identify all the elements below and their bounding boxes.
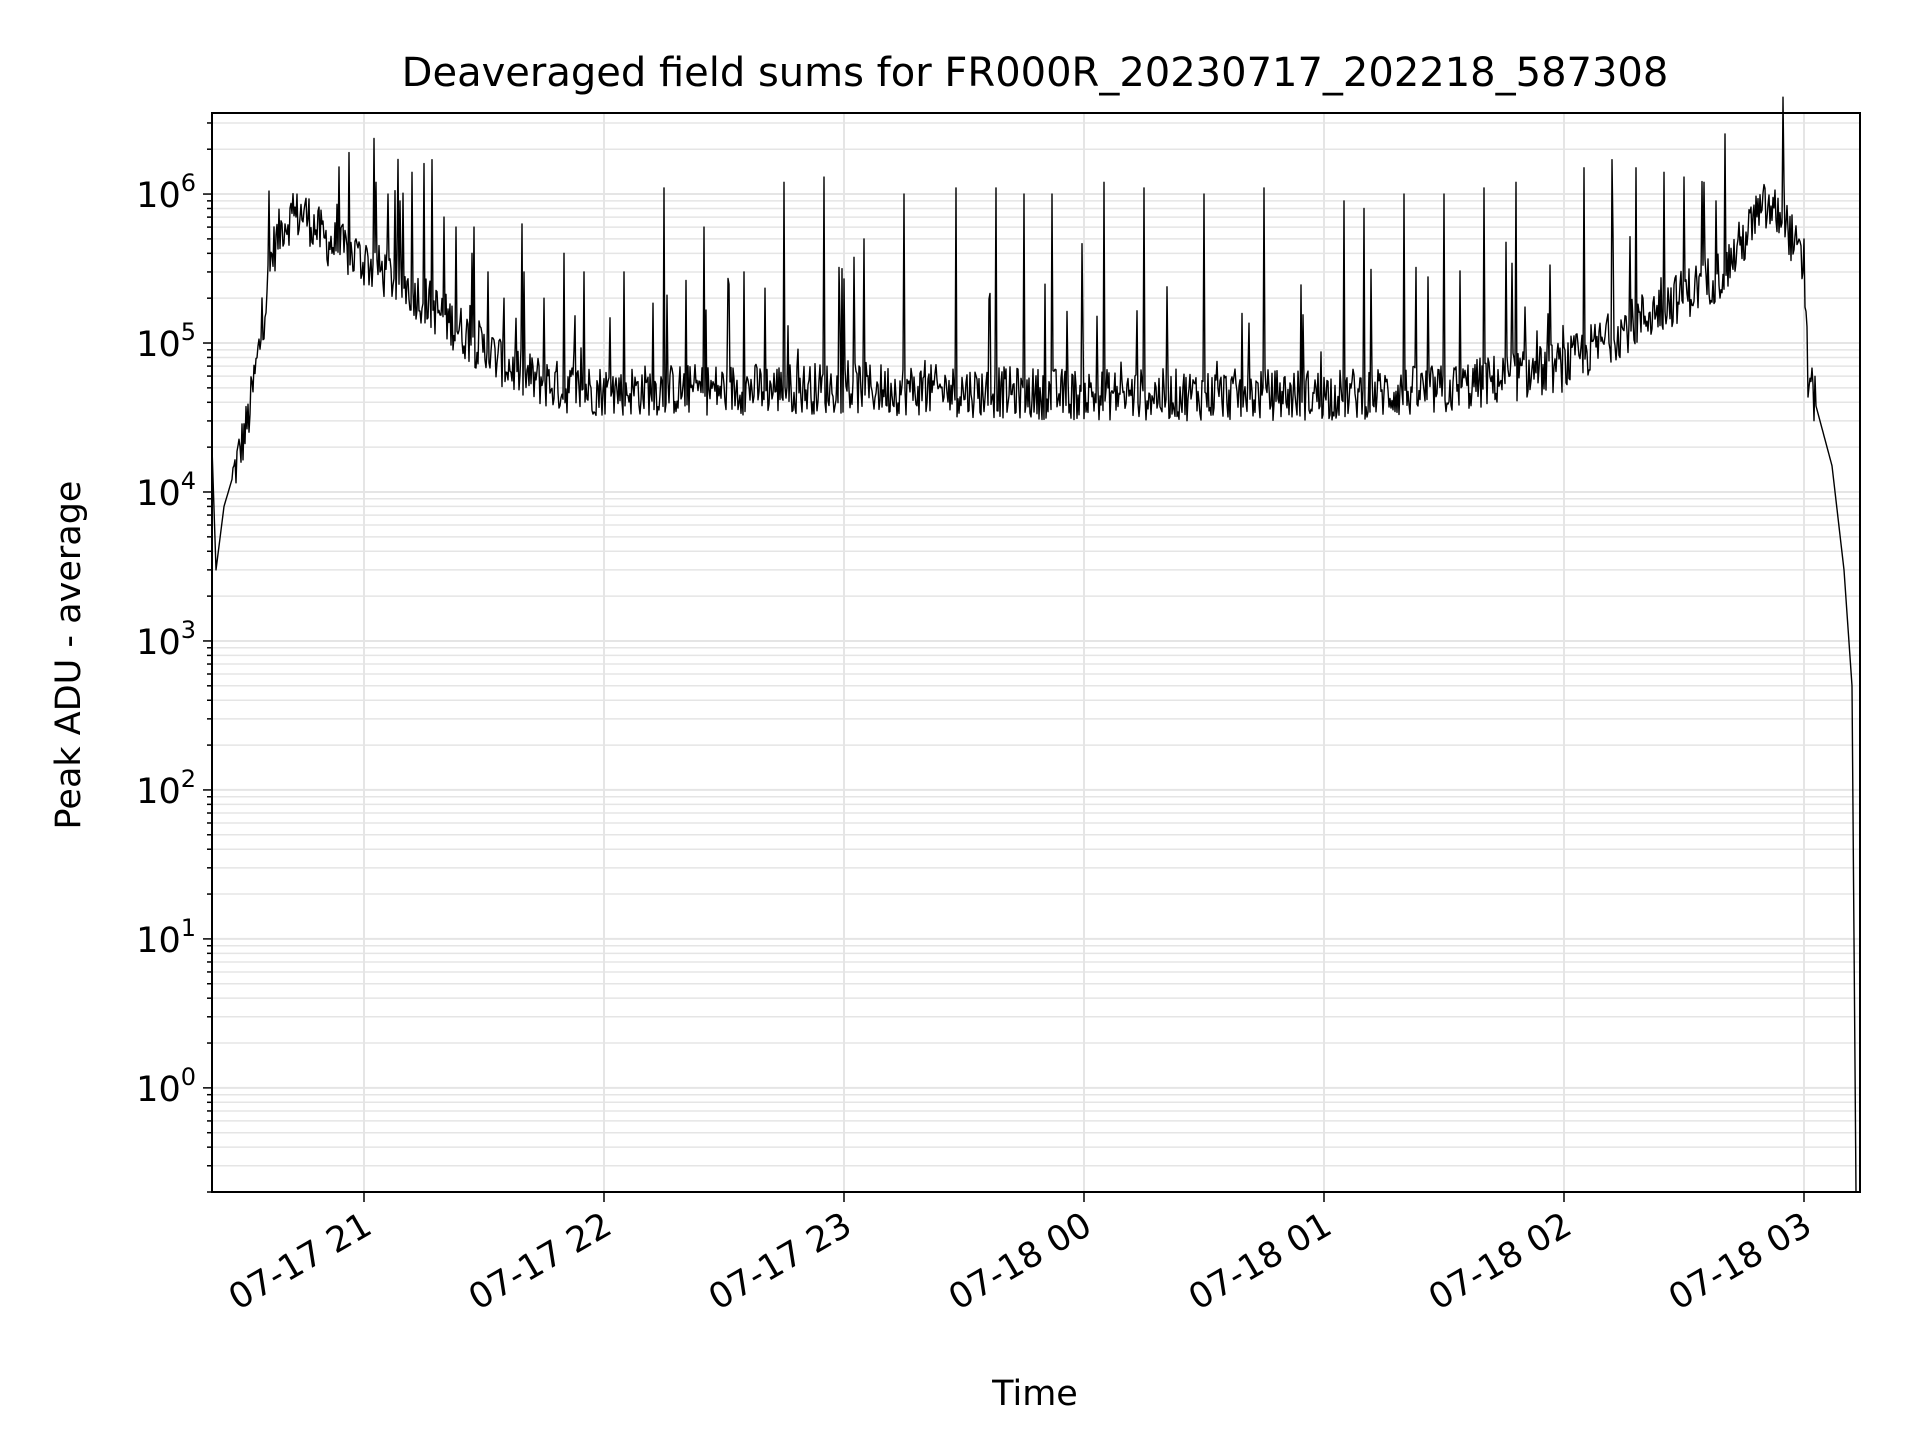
y-tick-base: 10 <box>136 474 181 514</box>
y-tick-base: 10 <box>136 772 181 812</box>
series-line <box>211 96 1857 1193</box>
grid <box>212 113 1860 1193</box>
y-tick-exponent: 3 <box>181 616 196 644</box>
y-tick-base: 10 <box>136 176 181 216</box>
y-tick-base: 10 <box>136 623 181 663</box>
y-tick-exponent: 2 <box>181 765 196 793</box>
y-tick-label: 103 <box>136 616 196 663</box>
y-tick-label: 104 <box>136 467 196 514</box>
plot-frame <box>211 112 1861 1193</box>
y-tick-label: 102 <box>136 765 196 812</box>
y-tick-label: 106 <box>136 169 196 216</box>
chart-title: Deaveraged field sums for FR000R_2023071… <box>402 50 1669 96</box>
y-tick-exponent: 6 <box>181 169 196 197</box>
x-axis-label: Time <box>991 1374 1078 1414</box>
y-axis-label: Peak ADU - average <box>49 481 89 830</box>
y-tick-label: 101 <box>136 914 196 961</box>
y-tick-label: 105 <box>136 318 196 365</box>
y-tick-exponent: 0 <box>181 1063 196 1091</box>
y-tick-base: 10 <box>136 325 181 365</box>
y-tick-base: 10 <box>136 921 181 961</box>
y-tick-exponent: 4 <box>181 467 196 495</box>
y-tick-exponent: 5 <box>181 318 196 346</box>
y-tick-label: 100 <box>136 1063 196 1110</box>
y-tick-exponent: 1 <box>181 914 196 942</box>
y-tick-base: 10 <box>136 1070 181 1110</box>
series-line-path <box>211 96 1857 1193</box>
